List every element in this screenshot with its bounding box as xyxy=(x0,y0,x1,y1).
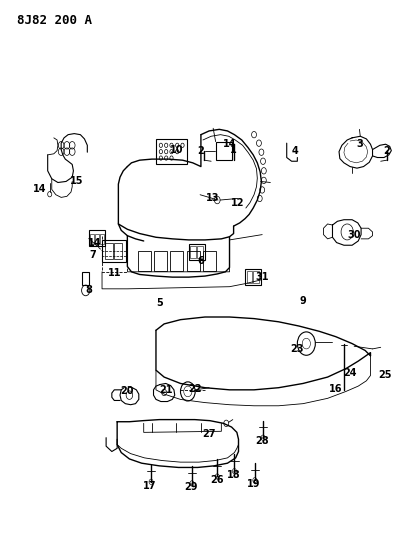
Text: 27: 27 xyxy=(202,429,215,439)
Text: 6: 6 xyxy=(197,256,204,266)
Bar xyxy=(155,139,186,165)
Bar xyxy=(170,251,183,271)
Text: 8J82 200 A: 8J82 200 A xyxy=(17,14,92,27)
Bar xyxy=(202,251,216,271)
Bar xyxy=(215,142,231,160)
Text: 1: 1 xyxy=(230,144,236,155)
Bar xyxy=(105,243,112,259)
Bar xyxy=(90,233,94,244)
Text: 9: 9 xyxy=(299,296,306,306)
Text: 2: 2 xyxy=(197,146,204,156)
Text: 19: 19 xyxy=(247,480,260,489)
Text: 4: 4 xyxy=(291,146,297,156)
Bar xyxy=(245,269,261,285)
Text: 14: 14 xyxy=(88,238,101,247)
Text: 22: 22 xyxy=(188,384,201,394)
Text: 20: 20 xyxy=(120,386,134,397)
Bar xyxy=(190,246,196,258)
Text: 30: 30 xyxy=(346,230,360,240)
Text: 14: 14 xyxy=(222,139,236,149)
Text: 26: 26 xyxy=(210,475,223,485)
Text: 25: 25 xyxy=(377,370,391,381)
Text: 17: 17 xyxy=(143,481,156,490)
Bar xyxy=(88,230,105,246)
Bar xyxy=(82,272,89,285)
Bar xyxy=(188,244,204,260)
Text: 2: 2 xyxy=(382,146,389,156)
Text: 18: 18 xyxy=(226,470,240,480)
Text: 3: 3 xyxy=(355,139,362,149)
Text: 29: 29 xyxy=(184,482,197,492)
Text: 31: 31 xyxy=(255,272,268,282)
Text: 15: 15 xyxy=(70,176,83,187)
Text: 13: 13 xyxy=(206,193,219,204)
Bar xyxy=(102,240,126,262)
Bar xyxy=(95,233,99,244)
Text: 10: 10 xyxy=(169,144,183,155)
Bar xyxy=(100,233,104,244)
Bar xyxy=(186,251,199,271)
Text: 14: 14 xyxy=(33,184,46,195)
Bar xyxy=(253,271,258,283)
Text: 8: 8 xyxy=(85,286,92,295)
Text: 16: 16 xyxy=(328,384,342,394)
Text: 12: 12 xyxy=(230,198,244,208)
Bar xyxy=(153,251,166,271)
Text: 7: 7 xyxy=(89,250,96,260)
Text: 11: 11 xyxy=(108,268,121,278)
Bar xyxy=(196,246,202,258)
Text: 5: 5 xyxy=(156,297,163,308)
Bar xyxy=(246,271,252,283)
Bar xyxy=(137,251,150,271)
Bar xyxy=(114,243,121,259)
Text: 23: 23 xyxy=(290,344,303,354)
Text: 28: 28 xyxy=(255,436,268,446)
Text: 21: 21 xyxy=(159,385,173,395)
Text: 24: 24 xyxy=(342,368,356,378)
